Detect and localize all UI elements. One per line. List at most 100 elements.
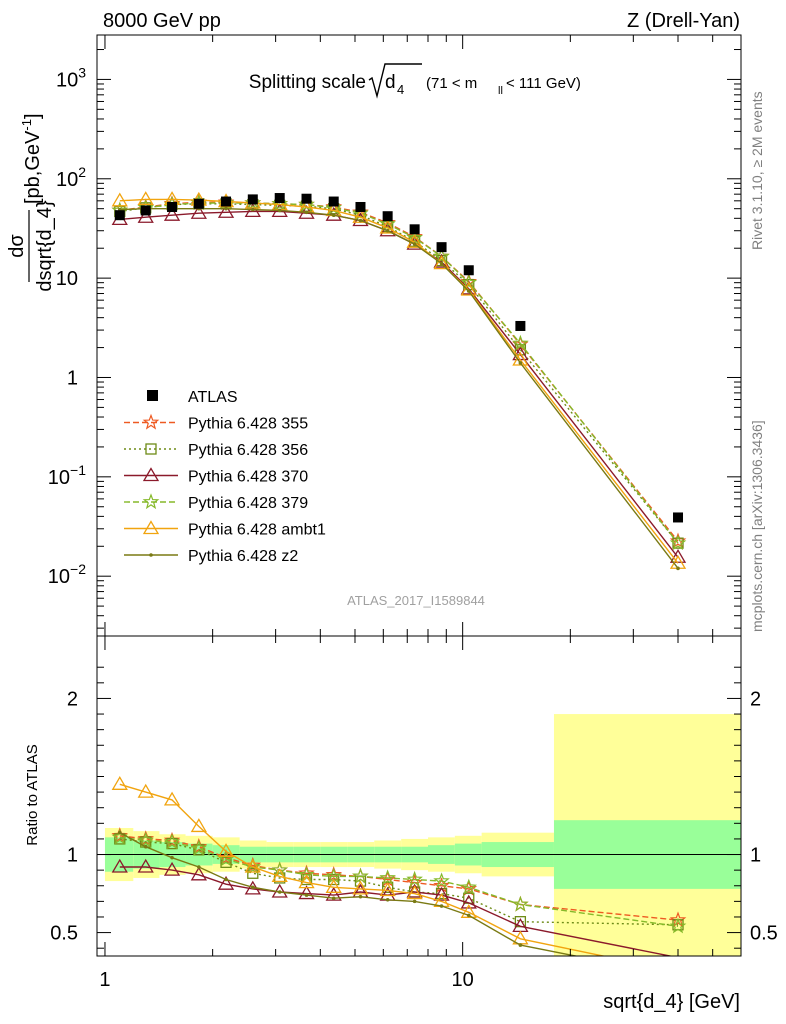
triangle-marker — [217, 203, 235, 218]
ylabel-den: dsqrt{d_4} — [34, 200, 56, 292]
star-marker — [460, 878, 478, 895]
ratio-series-line — [119, 783, 607, 956]
title-sub: 4 — [397, 82, 404, 97]
ratio-y-tick-label-right: 1 — [750, 845, 761, 867]
atlas-data-point — [193, 198, 204, 209]
star-marker — [271, 861, 289, 878]
dot-marker — [466, 289, 471, 293]
triangle-marker — [460, 904, 477, 918]
dot-marker — [439, 261, 444, 266]
dot-marker — [304, 893, 309, 897]
ratio-y-tick-label: 0.5 — [50, 923, 78, 945]
atlas-data-point — [221, 196, 232, 207]
y-tick-label: 10 — [56, 268, 78, 290]
triangle-marker — [325, 886, 342, 901]
triangle-marker — [163, 791, 181, 806]
dot-marker — [676, 566, 680, 571]
dot-marker — [358, 218, 363, 223]
title-range-a: (71 < m — [426, 75, 477, 92]
series-line — [119, 203, 679, 544]
triangle-marker — [190, 204, 207, 219]
ratio-frame — [96, 635, 742, 957]
star-marker — [433, 247, 450, 264]
mcplots-label: mcplots.cern.ch [arXiv:1306.3436] — [749, 420, 765, 632]
atlas-data-point — [140, 205, 151, 216]
triangle-marker — [190, 866, 207, 881]
star-marker — [512, 334, 529, 351]
triangle-marker — [137, 783, 154, 798]
ratio-series-line — [119, 866, 674, 956]
ylabel-units-main: [pb,GeV — [22, 130, 44, 204]
main-ylabel: dσ dsqrt{d_4} [pb,GeV-1] — [6, 113, 56, 291]
y-tick-base: 10 — [48, 467, 70, 489]
title-main: Splitting scale — [249, 72, 366, 93]
triangle-marker — [433, 886, 450, 901]
triangle-marker — [142, 467, 160, 482]
header-left: 8000 GeV pp — [103, 10, 221, 32]
dot-marker — [412, 242, 417, 246]
ylabel-units-close: ] — [22, 113, 44, 119]
triangle-marker — [137, 858, 154, 873]
dot-marker — [385, 228, 390, 233]
ratio-series-line — [119, 835, 679, 921]
star-marker — [406, 228, 423, 245]
dot-marker — [224, 877, 228, 882]
triangle-marker — [460, 281, 477, 296]
dot-marker — [277, 890, 282, 894]
ratio-axes: 0.5 0.5 1 1 2 2 1 10 — [50, 635, 778, 991]
y-tick-label: 10−2 — [48, 561, 86, 588]
atlas-data-point — [274, 193, 285, 204]
dot-marker — [224, 206, 228, 211]
triangle-marker — [379, 882, 396, 897]
star-marker — [217, 849, 235, 865]
star-marker — [163, 833, 181, 850]
legend-label: Pythia 6.428 ambt1 — [188, 522, 326, 539]
legend-label: Pythia 6.428 z2 — [188, 548, 298, 565]
atlas-data-point — [355, 201, 366, 212]
series-line — [119, 207, 679, 569]
square-marker — [220, 856, 232, 868]
triangle-marker — [406, 233, 423, 248]
triangle-marker — [142, 520, 160, 535]
triangle-marker — [379, 219, 396, 234]
square-marker — [145, 443, 157, 455]
ratio-y-tick-label-right: 2 — [750, 688, 761, 710]
y-tick-exp: −2 — [70, 561, 86, 577]
legend-atlas-marker — [147, 390, 158, 401]
y-tick-exp: 2 — [78, 164, 86, 180]
triangle-marker — [406, 883, 423, 898]
y-tick-label: 102 — [56, 164, 86, 191]
header-right: Z (Drell-Yan) — [627, 10, 740, 32]
star-marker — [325, 866, 343, 882]
main-series-layer — [111, 191, 687, 571]
ratio-series-line — [119, 832, 580, 956]
atlas-data-point — [673, 512, 684, 523]
legend: ATLAS Pythia 6.428 355 Pythia 6.428 356 Pyt… — [124, 389, 326, 565]
dot-marker — [439, 904, 444, 908]
dot-marker — [149, 553, 153, 557]
triangle-marker — [244, 858, 261, 873]
triangle-marker — [325, 879, 342, 893]
triangle-marker — [433, 255, 450, 270]
dot-marker — [251, 207, 255, 212]
atlas-data-point — [167, 201, 178, 212]
star-marker — [433, 872, 450, 889]
ratio-xlabel: sqrt{d_4} [GeV] — [603, 991, 740, 1013]
star-marker — [512, 895, 529, 912]
atlas-data-point — [409, 224, 420, 235]
triangle-marker — [271, 868, 288, 883]
dot-marker — [466, 913, 471, 918]
y-tick-base: 10 — [56, 169, 78, 191]
triangle-marker — [352, 880, 369, 895]
atlas-data-point — [515, 320, 526, 331]
dot-marker — [518, 361, 523, 365]
ratio-series-group — [111, 776, 687, 956]
star-marker — [379, 215, 396, 232]
ratio-y-tick-label: 2 — [67, 688, 78, 710]
sqrt-symbol — [368, 63, 422, 99]
title-sqrt: d — [385, 72, 396, 93]
star-marker — [406, 870, 423, 887]
triangle-marker — [163, 861, 181, 876]
